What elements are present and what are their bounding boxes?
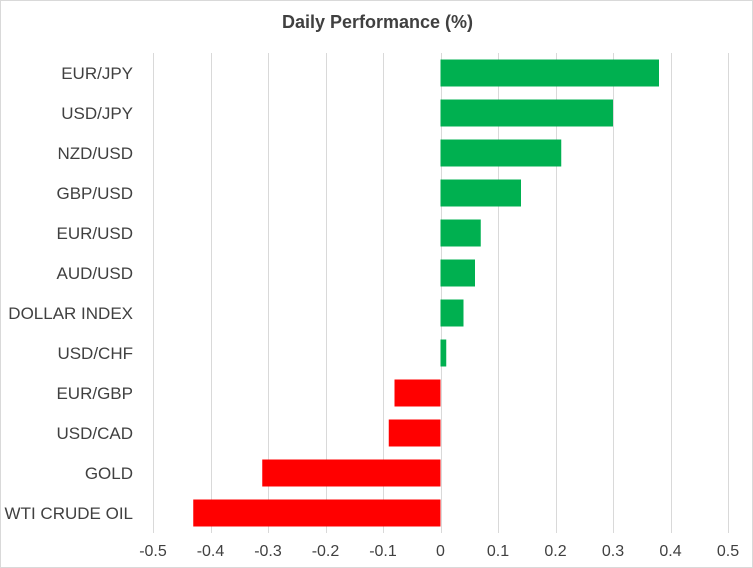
category-label: USD/CAD [56, 424, 133, 443]
bar [440, 259, 475, 287]
x-tick-label: -0.1 [369, 543, 397, 560]
category-label: USD/CHF [57, 344, 133, 363]
category-label: EUR/GBP [56, 384, 133, 403]
bars [193, 59, 659, 527]
category-label: GOLD [85, 464, 133, 483]
bar [440, 219, 481, 247]
bar [440, 59, 659, 87]
category-label: GBP/USD [56, 184, 133, 203]
bar [440, 139, 562, 167]
x-tick-label: 0 [436, 543, 445, 560]
x-tick-label: -0.4 [197, 543, 225, 560]
bar [394, 379, 441, 407]
x-tick-label: -0.3 [254, 543, 282, 560]
x-tick-label: 0.5 [717, 543, 739, 560]
bar [440, 99, 613, 127]
category-label: AUD/USD [56, 264, 133, 283]
bar [440, 339, 447, 367]
x-tick-label: -0.5 [139, 543, 167, 560]
x-tick-label: 0.1 [487, 543, 509, 560]
gridlines [153, 53, 729, 533]
category-label: EUR/JPY [61, 64, 133, 83]
x-tick-label: 0.3 [602, 543, 624, 560]
category-label: EUR/USD [56, 224, 133, 243]
category-label: NZD/USD [57, 144, 133, 163]
bar [440, 179, 521, 207]
category-labels: EUR/JPY USD/JPY NZD/USD GBP/USD EUR/USD AUD/U… [5, 64, 133, 523]
x-axis-ticks: -0.5 -0.4 -0.3 -0.2 -0.1 0 0.1 0.2 0.3 0.4 0.5 [139, 543, 739, 560]
bar [262, 459, 441, 487]
bar [388, 419, 441, 447]
chart-title: Daily Performance (%) [281, 12, 474, 32]
category-label: WTI CRUDE OIL [5, 504, 133, 523]
bar [440, 299, 464, 327]
category-label: DOLLAR INDEX [8, 304, 133, 323]
x-tick-label: 0.4 [659, 543, 681, 560]
x-tick-label: -0.2 [312, 543, 340, 560]
category-label: USD/JPY [61, 104, 133, 123]
x-tick-label: 0.2 [544, 543, 566, 560]
bar [193, 499, 441, 527]
